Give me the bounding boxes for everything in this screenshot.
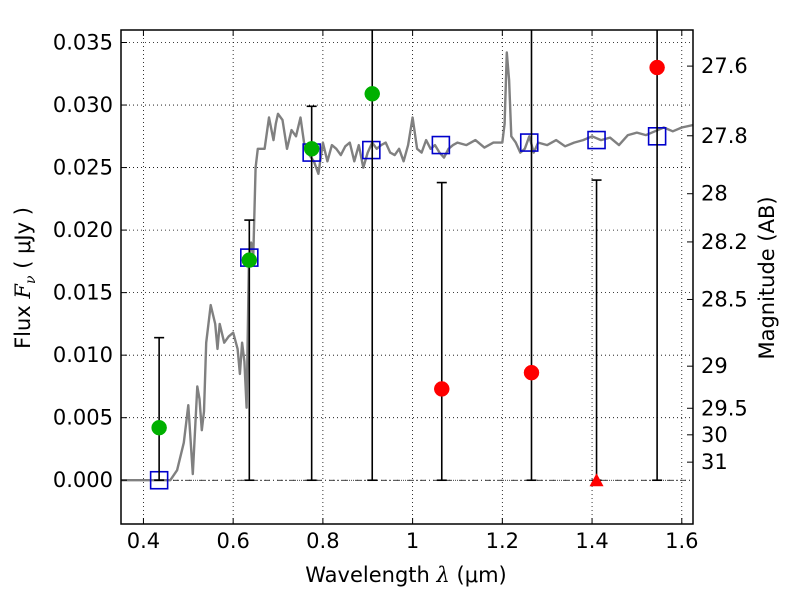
model-photometry-square — [362, 140, 381, 160]
y2-tick-label: 28.2 — [701, 230, 748, 254]
y-tick-label: 0.030 — [53, 93, 113, 117]
model-photometry-square — [587, 130, 606, 150]
data-layer — [121, 30, 693, 490]
y-tick-label: 0.010 — [53, 343, 113, 367]
ticks-layer: 0.4 0.6 0.8 1 1.2 1.4 1.6 0.000 0.005 0.010 0.015 0… — [53, 30, 748, 553]
x-tick-label: 1.4 — [575, 529, 608, 553]
y2-tick-label: 29 — [701, 354, 728, 378]
y2-tick-label: 30 — [701, 423, 728, 447]
model-photometry-square — [519, 133, 539, 152]
series-model-photometry — [149, 127, 667, 490]
x-tick-label: 1 — [406, 529, 419, 553]
y-tick-label: 0.025 — [53, 156, 113, 180]
y-axis-label-symbol: F — [11, 283, 35, 300]
series-low-significance — [434, 30, 665, 482]
data-point — [151, 419, 167, 436]
spectrum-line — [121, 51, 693, 482]
y-axis-label-prefix: Flux — [11, 305, 35, 349]
model-photometry-square — [431, 135, 451, 155]
y2-tick-label: 27.8 — [701, 124, 748, 148]
y-tick-label: 0.020 — [53, 218, 113, 242]
y2-tick-label: 28 — [701, 182, 728, 206]
y-tick-label: 0.035 — [53, 31, 113, 55]
x-tick-label: 1.6 — [665, 529, 698, 553]
x-tick-label: 0.4 — [127, 529, 160, 553]
grid-layer — [121, 30, 693, 524]
y-tick-label: 0.005 — [53, 406, 113, 430]
data-point — [241, 252, 258, 268]
y-axis-label: Flux Fν ( μJy ) — [11, 207, 39, 349]
series-non-detection — [589, 179, 604, 487]
upper-limit-triangle — [589, 473, 604, 487]
y2-axis-label: Magnitude (AB) — [755, 196, 779, 359]
y-axis-label-unit: ( μJy ) — [11, 207, 35, 269]
y2-tick-label: 27.6 — [701, 54, 748, 78]
y-axis-label-subscript: ν — [23, 275, 39, 284]
x-axis-label: Wavelength λ (μm) — [305, 563, 506, 587]
y-tick-label: 0.000 — [53, 468, 113, 492]
y2-tick-label: 28.5 — [701, 287, 748, 311]
series-detections — [151, 30, 380, 482]
x-tick-label: 1.2 — [486, 529, 519, 553]
y-tick-label: 0.015 — [53, 281, 113, 305]
y2-tick-label: 29.5 — [701, 396, 748, 420]
x-tick-label: 0.8 — [306, 529, 339, 553]
data-point — [523, 364, 540, 381]
data-point — [434, 381, 450, 397]
x-axis-label-prefix: Wavelength — [305, 563, 430, 587]
plot-frame — [120, 29, 694, 525]
series-model-spectrum — [121, 51, 693, 482]
data-point — [303, 141, 320, 157]
y2-tick-label: 31 — [701, 450, 728, 474]
x-axis-label-symbol: λ — [436, 563, 450, 587]
x-tick-label: 0.6 — [216, 529, 249, 553]
data-point — [649, 59, 665, 76]
data-point — [364, 86, 380, 102]
x-axis-label-unit: (μm) — [457, 563, 507, 587]
